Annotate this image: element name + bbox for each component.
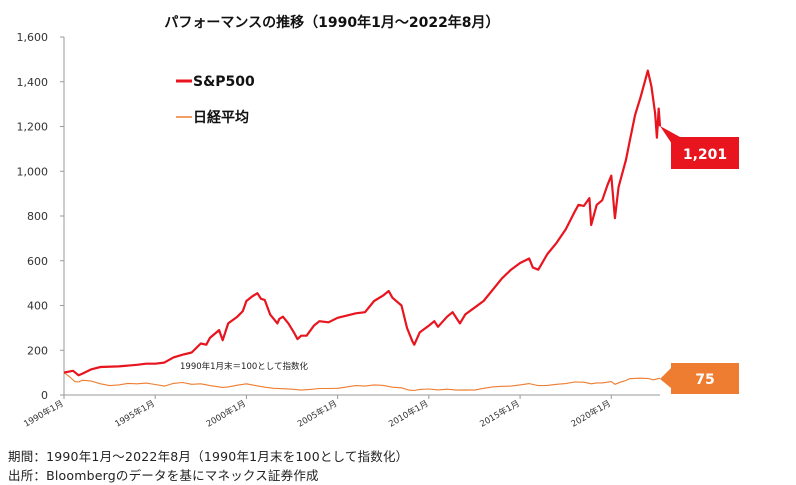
y-tick-label: 800 <box>27 210 48 223</box>
nikkei-end-callout: 75 <box>660 363 739 394</box>
footer-source-note: 出所：Bloombergのデータを基にマネックス証券作成 <box>8 468 319 483</box>
x-tick-label: 2015年1月 <box>478 398 522 430</box>
x-tick-label: 2005年1月 <box>295 398 339 430</box>
legend-label-sp500: S&P500 <box>193 74 255 90</box>
index-annotation: 1990年1月末＝100として指数化 <box>180 361 309 372</box>
x-tick-label: 1990年1月 <box>22 398 66 430</box>
plot-lines <box>63 69 662 392</box>
x-tick-label: 2010年1月 <box>387 398 431 430</box>
x-axis: 1990年1月 1995年1月 2000年1月 2005年1月 2010年1月 2015年… <box>22 394 660 430</box>
sp500-line <box>63 69 662 377</box>
y-tick-label: 0 <box>41 389 48 402</box>
x-tick-label: 1995年1月 <box>113 398 157 430</box>
sp500-end-callout: 1,201 <box>660 126 739 169</box>
legend: S&P500 日経平均 <box>176 74 255 126</box>
footer-period-note: 期間：1990年1月～2022年8月（1990年1月末を100として指数化） <box>8 449 409 464</box>
y-tick-label: 1,000 <box>17 165 49 178</box>
y-tick-label: 1,200 <box>17 121 49 134</box>
legend-label-nikkei: 日経平均 <box>193 109 249 126</box>
y-axis: 0 200 400 600 800 1,000 1,200 1,400 1,600 <box>17 31 65 402</box>
y-tick-label: 200 <box>27 344 48 357</box>
y-tick-label: 1,400 <box>17 76 49 89</box>
y-tick-label: 400 <box>27 300 48 313</box>
performance-chart: パフォーマンスの推移（1990年1月～2022年8月） 0 200 400 600 80… <box>17 14 739 430</box>
nikkei-line <box>63 372 661 392</box>
nikkei-callout-pointer <box>660 368 671 388</box>
nikkei-callout-box <box>671 363 739 394</box>
x-tick-label: 2000年1月 <box>204 398 248 430</box>
y-tick-label: 1,600 <box>17 31 49 44</box>
nikkei-end-value: 75 <box>695 372 714 388</box>
chart-title: パフォーマンスの推移（1990年1月～2022年8月） <box>164 14 499 31</box>
x-tick-label: 2020年1月 <box>569 398 613 430</box>
sp500-end-value: 1,201 <box>683 147 727 163</box>
sp500-callout-box <box>671 137 739 169</box>
y-tick-label: 600 <box>27 255 48 268</box>
